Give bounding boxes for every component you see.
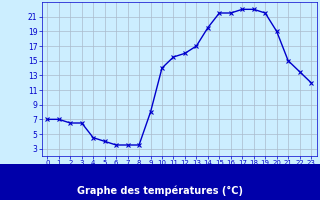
- Text: Graphe des températures (°C): Graphe des températures (°C): [77, 186, 243, 196]
